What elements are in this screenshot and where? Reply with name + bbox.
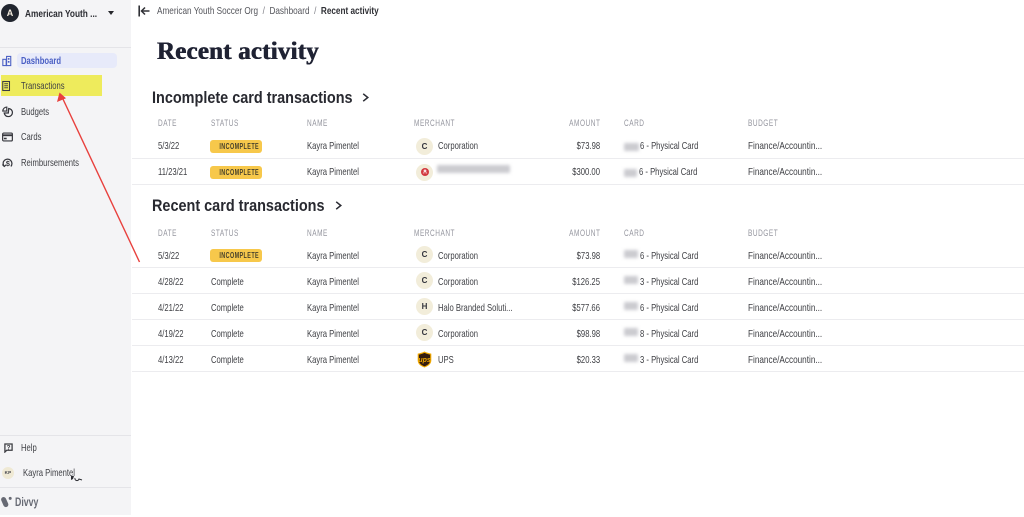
- svg-text:$: $: [6, 159, 10, 167]
- svg-text:ups: ups: [418, 357, 431, 364]
- svg-text:?: ?: [7, 445, 11, 452]
